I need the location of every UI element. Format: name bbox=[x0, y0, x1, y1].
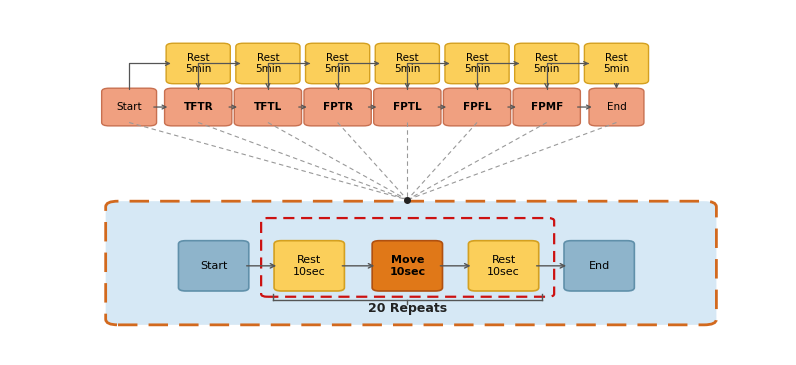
Text: Start: Start bbox=[116, 102, 142, 112]
Text: Rest
10sec: Rest 10sec bbox=[293, 255, 326, 277]
FancyBboxPatch shape bbox=[373, 241, 443, 291]
FancyBboxPatch shape bbox=[584, 43, 649, 84]
Text: Start: Start bbox=[200, 261, 228, 271]
FancyBboxPatch shape bbox=[178, 241, 249, 291]
FancyBboxPatch shape bbox=[468, 241, 539, 291]
FancyBboxPatch shape bbox=[165, 88, 232, 126]
Text: FPTL: FPTL bbox=[393, 102, 422, 112]
Text: 20 Repeats: 20 Repeats bbox=[368, 302, 447, 315]
FancyBboxPatch shape bbox=[443, 88, 511, 126]
FancyBboxPatch shape bbox=[274, 241, 345, 291]
FancyBboxPatch shape bbox=[445, 43, 509, 84]
FancyBboxPatch shape bbox=[515, 43, 579, 84]
FancyBboxPatch shape bbox=[513, 88, 580, 126]
FancyBboxPatch shape bbox=[373, 88, 441, 126]
FancyBboxPatch shape bbox=[106, 201, 716, 325]
Text: Rest
5min: Rest 5min bbox=[394, 53, 420, 74]
Text: TFTR: TFTR bbox=[183, 102, 213, 112]
FancyBboxPatch shape bbox=[564, 241, 634, 291]
Text: Rest
5min: Rest 5min bbox=[603, 53, 630, 74]
Text: Rest
5min: Rest 5min bbox=[255, 53, 281, 74]
FancyBboxPatch shape bbox=[304, 88, 371, 126]
Text: Rest
5min: Rest 5min bbox=[464, 53, 490, 74]
Text: FPMF: FPMF bbox=[531, 102, 563, 112]
FancyBboxPatch shape bbox=[166, 43, 230, 84]
Text: FPTR: FPTR bbox=[322, 102, 353, 112]
Text: FPFL: FPFL bbox=[462, 102, 491, 112]
Text: Rest
5min: Rest 5min bbox=[185, 53, 212, 74]
Text: Move
10sec: Move 10sec bbox=[389, 255, 425, 277]
Text: Rest
10sec: Rest 10sec bbox=[487, 255, 520, 277]
Text: Rest
5min: Rest 5min bbox=[533, 53, 560, 74]
FancyBboxPatch shape bbox=[234, 88, 302, 126]
Text: End: End bbox=[607, 102, 626, 112]
FancyBboxPatch shape bbox=[102, 88, 157, 126]
FancyBboxPatch shape bbox=[306, 43, 369, 84]
Text: End: End bbox=[588, 261, 610, 271]
Text: Rest
5min: Rest 5min bbox=[325, 53, 351, 74]
FancyBboxPatch shape bbox=[589, 88, 644, 126]
FancyBboxPatch shape bbox=[375, 43, 439, 84]
Text: TFTL: TFTL bbox=[254, 102, 282, 112]
FancyBboxPatch shape bbox=[236, 43, 300, 84]
